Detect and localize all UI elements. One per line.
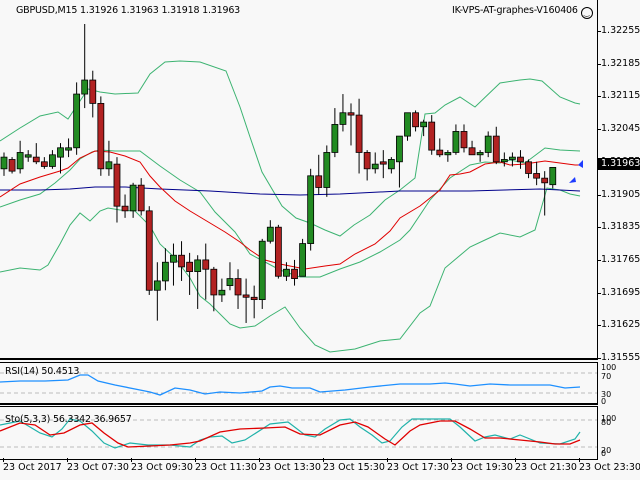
time-tick xyxy=(387,458,388,462)
price-chart[interactable] xyxy=(0,0,597,358)
price-label: 1.31765 xyxy=(601,253,640,265)
stochastic-label: Sto(5,3,3) 56.3342 36.9657 xyxy=(5,414,132,425)
rsi-axis-0: 0 xyxy=(601,397,607,406)
price-tick xyxy=(597,96,601,98)
main-chart-pane[interactable]: GBPUSD,M15 1.31926 1.31963 1.31918 1.319… xyxy=(0,0,598,360)
price-tick xyxy=(597,259,601,261)
time-label: 23 Oct 07:30 xyxy=(67,462,129,473)
time-tick xyxy=(67,458,68,462)
symbol-info: GBPUSD,M15 1.31926 1.31963 1.31918 1.319… xyxy=(16,5,241,16)
current-price-tag: 1.31963 xyxy=(598,158,640,170)
price-label: 1.32255 xyxy=(601,25,640,36)
stochastic-pane[interactable]: Sto(5,3,3) 56.3342 36.9657 xyxy=(0,406,598,460)
time-tick xyxy=(195,458,196,462)
rsi-axis-70: 70 xyxy=(601,372,612,381)
rsi-label: RSI(14) 50.4513 xyxy=(5,366,80,377)
time-label: 23 Oct 17:30 xyxy=(387,462,449,473)
price-tick xyxy=(597,358,601,359)
time-tick xyxy=(259,458,260,462)
time-tick xyxy=(323,458,324,462)
time-label: 23 Oct 15:30 xyxy=(323,462,385,473)
trade-arrow-icon xyxy=(569,177,576,183)
rsi-pane[interactable]: RSI(14) 50.4513 xyxy=(0,362,598,405)
time-label: 23 Oct 2017 xyxy=(3,462,62,473)
time-tick xyxy=(515,458,516,462)
price-label: 1.32185 xyxy=(601,57,640,69)
time-tick xyxy=(3,458,4,462)
time-label: 23 Oct 19:30 xyxy=(451,462,513,473)
time-label: 23 Oct 13:30 xyxy=(259,462,321,473)
sto-axis-20: 20 xyxy=(601,446,612,455)
price-label: 1.31905 xyxy=(601,188,640,200)
rsi-axis-30: 30 xyxy=(601,390,612,399)
expert-name: IK-VPS-AT-graphes-V160406 ‿ xyxy=(452,5,593,19)
price-tick xyxy=(597,292,601,294)
time-tick xyxy=(451,458,452,462)
rsi-chart[interactable] xyxy=(0,363,597,403)
price-label: 1.31835 xyxy=(601,221,640,233)
price-tick xyxy=(597,63,601,65)
price-label: 1.32045 xyxy=(601,123,640,135)
time-label: 23 Oct 21:30 xyxy=(515,462,577,473)
price-label: 1.31695 xyxy=(601,286,640,298)
price-label: 1.31625 xyxy=(601,319,640,331)
sto-axis-100: 100 xyxy=(601,414,617,423)
price-tick xyxy=(597,129,601,131)
sto-axis-0: 0 xyxy=(601,449,607,458)
time-label: 23 Oct 09:30 xyxy=(131,462,193,473)
trade-arrow-icon xyxy=(578,160,583,168)
price-label: 1.31555 xyxy=(601,352,640,363)
time-tick xyxy=(131,458,132,462)
smiley-icon[interactable]: ‿ xyxy=(580,7,593,19)
price-tick xyxy=(597,31,601,32)
price-tick xyxy=(597,194,601,196)
candles xyxy=(0,23,557,323)
stochastic-chart[interactable] xyxy=(0,407,597,459)
time-tick xyxy=(579,458,580,462)
expert-name-text: IK-VPS-AT-graphes-V160406 xyxy=(452,5,578,16)
price-tick xyxy=(597,325,601,327)
time-label: 23 Oct 11:30 xyxy=(195,462,257,473)
price-tick xyxy=(597,227,601,229)
rsi-axis-100: 100 xyxy=(601,363,617,372)
price-label: 1.32115 xyxy=(601,90,640,102)
sto-axis-80: 80 xyxy=(601,418,612,427)
time-label: 23 Oct 23:30 xyxy=(579,462,640,473)
